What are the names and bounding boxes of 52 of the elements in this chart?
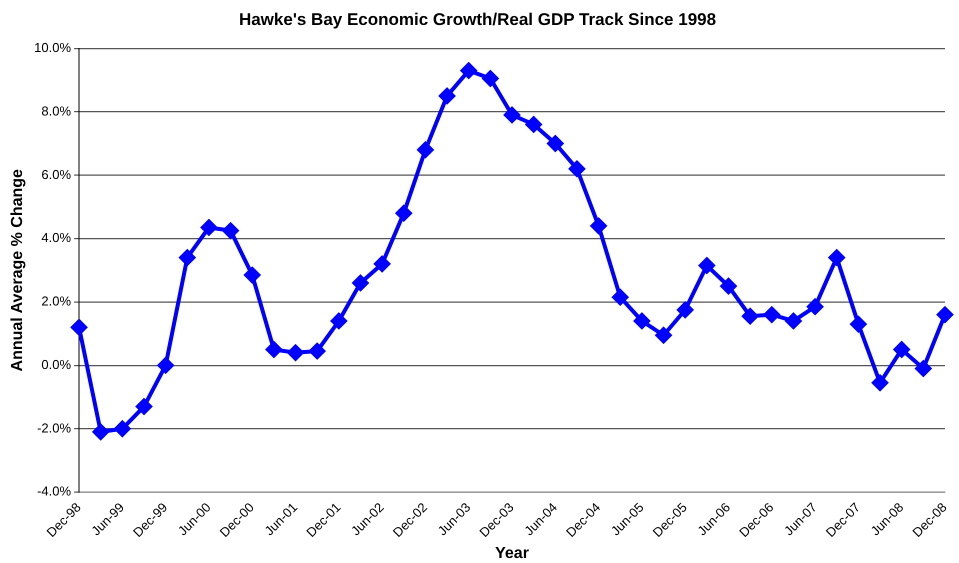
point xyxy=(677,302,694,318)
point xyxy=(482,70,498,87)
point xyxy=(872,374,888,391)
y-tick-label: 4.0% xyxy=(41,230,72,246)
point xyxy=(158,357,174,374)
point xyxy=(936,306,953,323)
x-axis-title: Year xyxy=(495,544,529,562)
point xyxy=(439,88,456,104)
point xyxy=(526,116,542,132)
y-tick-label: 2.0% xyxy=(41,294,72,309)
point xyxy=(568,160,585,177)
point xyxy=(785,312,802,329)
point xyxy=(720,278,736,294)
point xyxy=(266,342,282,358)
y-tick-label: 10.0% xyxy=(34,40,72,55)
point xyxy=(894,342,910,358)
point xyxy=(460,62,477,79)
point xyxy=(504,106,520,123)
point xyxy=(136,398,152,415)
point xyxy=(244,267,260,284)
point xyxy=(71,319,88,336)
point xyxy=(114,420,130,437)
point xyxy=(828,250,845,266)
point xyxy=(288,344,304,361)
point xyxy=(309,343,326,360)
point xyxy=(352,274,368,291)
point xyxy=(656,327,672,344)
point xyxy=(200,219,217,236)
point xyxy=(92,424,109,440)
chart-title: Hawke's Bay Economic Growth/Real GDP Track Since 1998 xyxy=(238,10,716,29)
y-axis-title: Annual Average % Change xyxy=(9,168,26,372)
point xyxy=(330,312,347,329)
point xyxy=(396,205,412,222)
point xyxy=(634,312,650,329)
point xyxy=(764,306,780,323)
y-tick-label: -2.0% xyxy=(37,420,72,436)
point xyxy=(590,218,607,234)
point xyxy=(915,360,932,377)
point xyxy=(850,316,866,332)
point xyxy=(374,256,390,272)
y-tick-label: 8.0% xyxy=(41,103,72,118)
y-tick-label: 0.0% xyxy=(41,356,72,372)
point xyxy=(807,298,824,315)
point xyxy=(547,135,564,152)
point xyxy=(222,222,239,239)
point xyxy=(612,289,628,306)
point xyxy=(179,250,196,266)
point xyxy=(698,258,715,274)
point xyxy=(742,308,758,324)
y-tick-label: -4.0% xyxy=(37,484,72,499)
y-tick-label: 6.0% xyxy=(41,166,72,182)
point xyxy=(417,142,434,158)
